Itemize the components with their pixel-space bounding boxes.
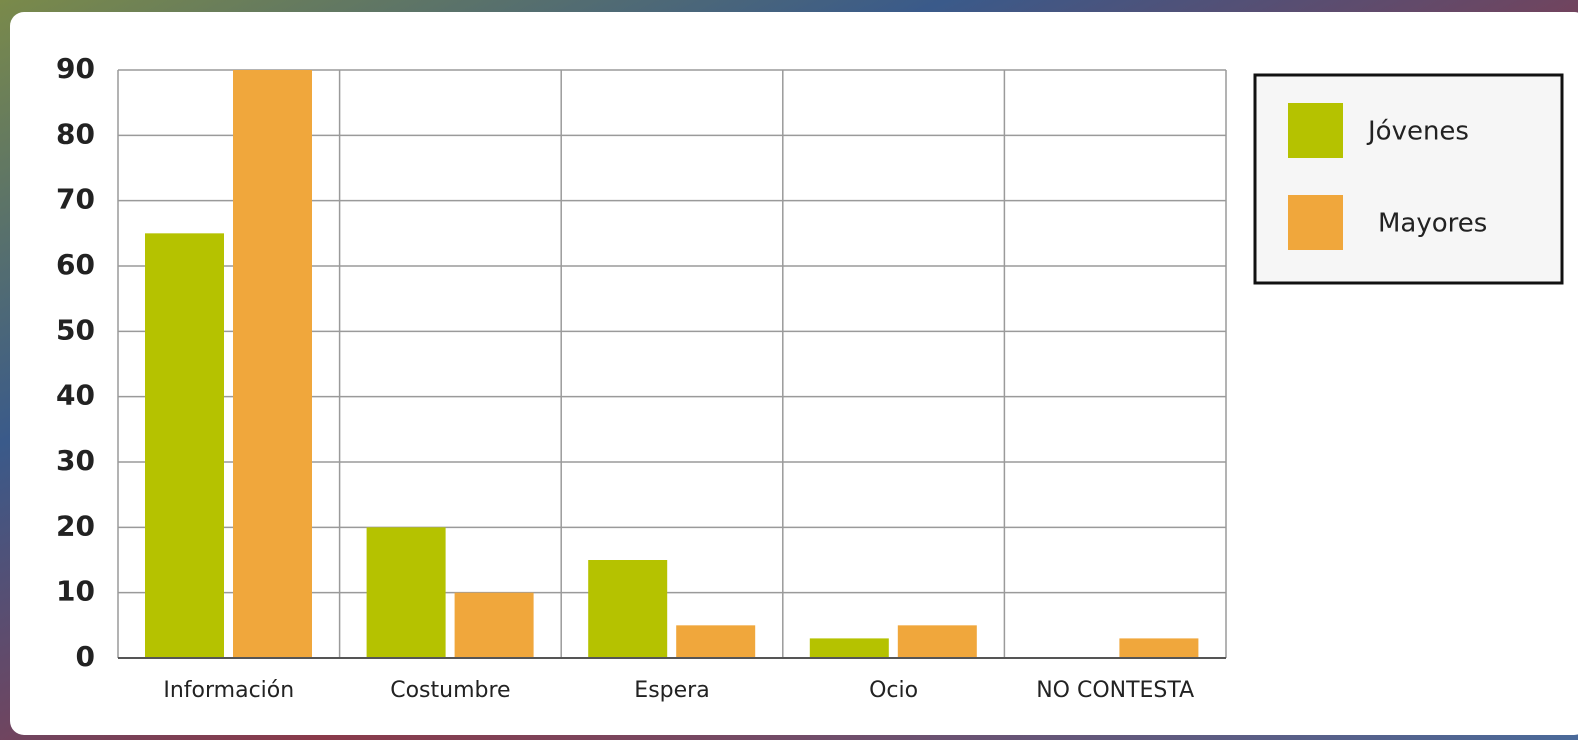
bar: [145, 233, 224, 658]
x-tick-label: Ocio: [869, 678, 918, 703]
chart: 0 10 20 30 40 50 60 70 80 90 Información Costumbre E…: [0, 0, 1578, 740]
y-tick-label: 60: [56, 248, 95, 281]
y-tick-label: 30: [56, 444, 95, 477]
y-tick-label: 80: [56, 117, 95, 150]
y-tick-label: 0: [76, 640, 95, 673]
legend-swatch: [1288, 195, 1343, 250]
bar: [1119, 638, 1198, 658]
bar: [455, 593, 534, 658]
bar: [367, 527, 446, 658]
bar: [588, 560, 667, 658]
bar: [233, 70, 312, 658]
bar: [810, 638, 889, 658]
y-tick-label: 70: [56, 183, 95, 216]
y-tick-label: 50: [56, 313, 95, 346]
x-tick-label: Costumbre: [390, 678, 510, 703]
x-tick-label: Espera: [634, 678, 709, 703]
bar: [676, 625, 755, 658]
y-tick-label: 20: [56, 509, 95, 542]
bar: [898, 625, 977, 658]
y-tick-label: 90: [56, 52, 95, 85]
legend-label: Mayores: [1378, 209, 1487, 239]
x-tick-label: Información: [163, 678, 294, 703]
x-tick-label: NO CONTESTA: [1036, 678, 1194, 703]
y-tick-label: 40: [56, 379, 95, 412]
legend-swatch: [1288, 103, 1343, 158]
y-tick-label: 10: [56, 575, 95, 608]
legend-label: Jóvenes: [1366, 117, 1469, 147]
